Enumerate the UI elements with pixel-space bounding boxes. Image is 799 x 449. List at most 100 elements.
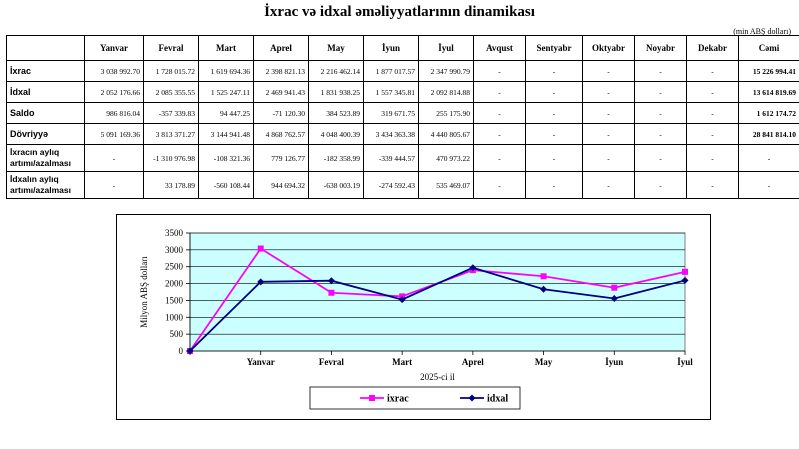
table-row: İdxalın aylıq artımı/azalması -33 178.89-… xyxy=(6,171,799,199)
data-point-ixrac xyxy=(611,284,618,291)
header-cell: İyun xyxy=(363,35,419,61)
unit-label: (min ABŞ dolları) xyxy=(733,27,791,36)
data-point-ixrac xyxy=(540,273,547,280)
table-cell: -339 444.57 xyxy=(363,144,419,172)
table-header-row: Yanvar Fevral Mart Aprel May İyun İyul A… xyxy=(6,35,799,61)
table-cell: 1 525 247.11 xyxy=(198,81,254,103)
table-cell: 3 038 992.70 xyxy=(84,60,144,82)
table-cell: 2 216 462.14 xyxy=(308,60,364,82)
table-cell: - xyxy=(473,123,526,145)
table-cell: - xyxy=(686,60,739,82)
data-point-idxal xyxy=(257,278,265,286)
legend-swatch-marker xyxy=(468,394,476,402)
line-chart: 0 500 1000 1500 2000 2500 3000 3500 Yanvar Fevral… xyxy=(139,228,693,410)
table-cell: - xyxy=(525,123,583,145)
x-tick-label: Mart xyxy=(392,357,412,367)
table-cell: - xyxy=(686,171,739,199)
table-cell: - xyxy=(525,171,583,199)
table-cell: -357 339.83 xyxy=(143,102,199,124)
header-cell: Cəmi xyxy=(738,35,799,61)
data-point-idxal xyxy=(469,264,477,272)
header-cell xyxy=(6,35,85,61)
table-cell: 986 816.04 xyxy=(84,102,144,124)
table-row: İxrac 3 038 992.70 1 728 015.72 1 619 694.3… xyxy=(6,60,799,82)
header-cell: Avqust xyxy=(473,35,526,61)
table-cell: - xyxy=(582,102,635,124)
table-cell: - xyxy=(686,144,739,172)
plot-area xyxy=(189,232,686,352)
x-tick-label: İyun xyxy=(605,357,623,367)
data-table: Yanvar Fevral Mart Aprel May İyun İyul A… xyxy=(6,35,799,199)
table-cell: - xyxy=(473,81,526,103)
table-cell: 2 052 176.66 xyxy=(84,81,144,103)
table-row: İxracın aylıq artımı/azalması - -1 310 976… xyxy=(6,144,799,172)
header-cell: Noyabr xyxy=(634,35,687,61)
header-cell: Mart xyxy=(198,35,254,61)
header-cell: Aprel xyxy=(253,35,309,61)
x-tick-label: Aprel xyxy=(462,357,484,367)
x-tick-label: İyul xyxy=(677,357,693,367)
table-cell: - xyxy=(582,144,635,172)
header-cell: Oktyabr xyxy=(582,35,635,61)
table-cell: 2 347 990.79 xyxy=(418,60,474,82)
table-cell: 535 469.07 xyxy=(418,171,474,199)
table-cell: - xyxy=(686,81,739,103)
table-cell: -108 321.36 xyxy=(198,144,254,172)
header-cell: Sentyabr xyxy=(525,35,583,61)
row-label: İdxal xyxy=(6,81,85,103)
table-cell: 319 671.75 xyxy=(363,102,419,124)
page-title: İxrac və idxal əməliyyatlarının dinamika… xyxy=(264,4,535,20)
data-point-idxal xyxy=(540,285,548,293)
data-point-idxal xyxy=(186,347,194,355)
table-cell: 384 523.89 xyxy=(308,102,364,124)
table-cell: - xyxy=(634,81,687,103)
table-cell: -274 592.43 xyxy=(363,171,419,199)
table-cell: 5 091 169.36 xyxy=(84,123,144,145)
table-cell: - xyxy=(686,102,739,124)
y-tick-label: 3000 xyxy=(165,245,184,255)
data-point-idxal xyxy=(398,296,406,304)
y-tick-label: 1500 xyxy=(165,295,184,305)
table-cell: - xyxy=(473,171,526,199)
data-point-idxal xyxy=(610,295,618,303)
table-cell: -1 310 976.98 xyxy=(143,144,199,172)
table-cell: 1 831 938.25 xyxy=(308,81,364,103)
table-cell: - xyxy=(634,60,687,82)
data-point-idxal xyxy=(681,276,689,284)
table-cell: 15 226 994.41 xyxy=(738,60,799,82)
table-cell: - xyxy=(738,144,799,172)
table-cell: 3 434 363.38 xyxy=(363,123,419,145)
row-label: İdxalın aylıq artımı/azalması xyxy=(6,171,85,199)
table-cell: 2 398 821.13 xyxy=(253,60,309,82)
table-cell: - xyxy=(84,171,144,199)
table-cell: 28 841 814.10 xyxy=(738,123,799,145)
table-row: Saldo 986 816.04 -357 339.83 94 447.25 -71 1… xyxy=(6,102,799,124)
x-tick-label: Yanvar xyxy=(247,357,275,367)
table-cell: - xyxy=(634,144,687,172)
table-cell: 4 048 400.39 xyxy=(308,123,364,145)
header-cell: May xyxy=(308,35,364,61)
header-cell: Fevral xyxy=(143,35,199,61)
table-cell: 33 178.89 xyxy=(143,171,199,199)
chart-container: 0 500 1000 1500 2000 2500 3000 3500 Yanvar Fevral… xyxy=(116,214,711,420)
row-label: İxrac xyxy=(6,60,85,82)
table-cell: 4 440 805.67 xyxy=(418,123,474,145)
table-cell: 2 469 941.43 xyxy=(253,81,309,103)
table-cell: 1 619 694.36 xyxy=(198,60,254,82)
table-cell: - xyxy=(473,60,526,82)
header-cell: İyul xyxy=(418,35,474,61)
table-cell: - xyxy=(582,171,635,199)
table-cell: - xyxy=(525,144,583,172)
table-cell: - xyxy=(582,81,635,103)
table-cell: -560 108.44 xyxy=(198,171,254,199)
table-cell: - xyxy=(634,123,687,145)
table-cell: 2 085 355.55 xyxy=(143,81,199,103)
table-cell: - xyxy=(686,123,739,145)
x-tick-label: May xyxy=(535,357,553,367)
table-cell: 1 557 345.81 xyxy=(363,81,419,103)
table-cell: 3 144 941.48 xyxy=(198,123,254,145)
y-tick-label: 2500 xyxy=(165,262,184,272)
x-axis-label: 2025-ci il xyxy=(420,372,455,382)
table-cell: - xyxy=(634,102,687,124)
legend-swatch-marker xyxy=(369,395,375,401)
